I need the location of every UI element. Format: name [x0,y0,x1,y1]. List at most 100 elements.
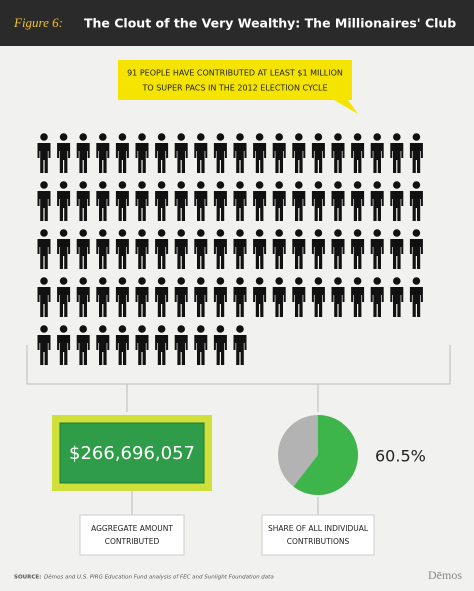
person [390,133,404,173]
person-body [57,335,71,365]
person-head [197,181,205,189]
person [272,181,286,221]
person [409,181,423,221]
person-head [99,229,107,237]
person [155,325,169,365]
person [96,325,110,365]
person-head [118,325,127,333]
person-head [138,133,146,141]
person-body [370,239,384,269]
person-head [353,133,362,141]
person-body [135,143,149,173]
person [37,229,51,269]
person-body [37,287,51,317]
person-body [76,287,90,317]
callout-box [118,60,358,114]
person [37,325,51,365]
person-head [157,277,166,285]
person-head [314,181,323,189]
person [213,181,227,221]
person-head [334,229,342,237]
source-label: SOURCE: [14,575,41,581]
person [351,133,365,173]
person-body [351,239,365,269]
share-label: SHARE OF ALL INDIVIDUAL [268,524,369,533]
person-body [76,239,90,269]
person-head [177,181,185,189]
person-body [174,143,188,173]
person [115,229,129,269]
source: Dēmos and U.S. PIRG Education Fund analy… [44,575,274,581]
person [115,325,129,365]
person [135,133,149,173]
person [194,229,208,269]
person-body [57,239,71,269]
person [390,181,404,221]
person-head [40,277,48,285]
person [135,181,149,221]
person-body [194,143,208,173]
person-head [334,181,342,189]
person [155,181,169,221]
person-head [314,133,323,141]
person-body [331,287,345,317]
person-body [37,239,51,269]
person-body [96,239,110,269]
person-body [213,239,227,269]
person-body [331,239,345,269]
person [292,277,306,317]
share-value: 60.5% [375,447,426,466]
person-head [118,133,127,141]
person-head [393,181,401,189]
person-body [57,191,71,221]
person-body [174,287,188,317]
person [155,229,169,269]
pie-slice [293,415,358,495]
person-body [76,335,90,365]
person-head [373,229,382,237]
person [76,181,90,221]
person [37,133,51,173]
person-body [155,287,169,317]
person-head [412,229,421,237]
person-head [79,181,87,189]
figure-label: Figure 6: [13,15,63,30]
share-label: CONTRIBUTIONS [287,537,350,546]
person-body [57,287,71,317]
person-head [314,277,323,285]
person [194,277,208,317]
person-body [370,143,384,173]
logo: Dēmos [428,568,462,582]
person [174,325,188,365]
person-head [79,277,87,285]
person-head [412,181,421,189]
person-body [174,239,188,269]
person-body [253,239,267,269]
person [96,229,110,269]
person-body [311,239,325,269]
person-body [351,191,365,221]
person-head [40,229,48,237]
person-head [373,133,382,141]
person-head [59,277,68,285]
person-head [138,229,146,237]
person-body [135,191,149,221]
person-head [177,133,185,141]
person-body [135,239,149,269]
person-body [194,191,208,221]
connector [131,491,319,515]
person-head [295,181,303,189]
person [253,133,267,173]
person-head [138,277,146,285]
person-head [275,229,284,237]
person-body [213,191,227,221]
person-head [255,133,264,141]
person [311,181,325,221]
title: The Clout of the Very Wealthy: The Milli… [84,16,456,31]
person-body [233,239,247,269]
person [409,133,423,173]
person-body [370,287,384,317]
person-body [351,143,365,173]
person [331,277,345,317]
